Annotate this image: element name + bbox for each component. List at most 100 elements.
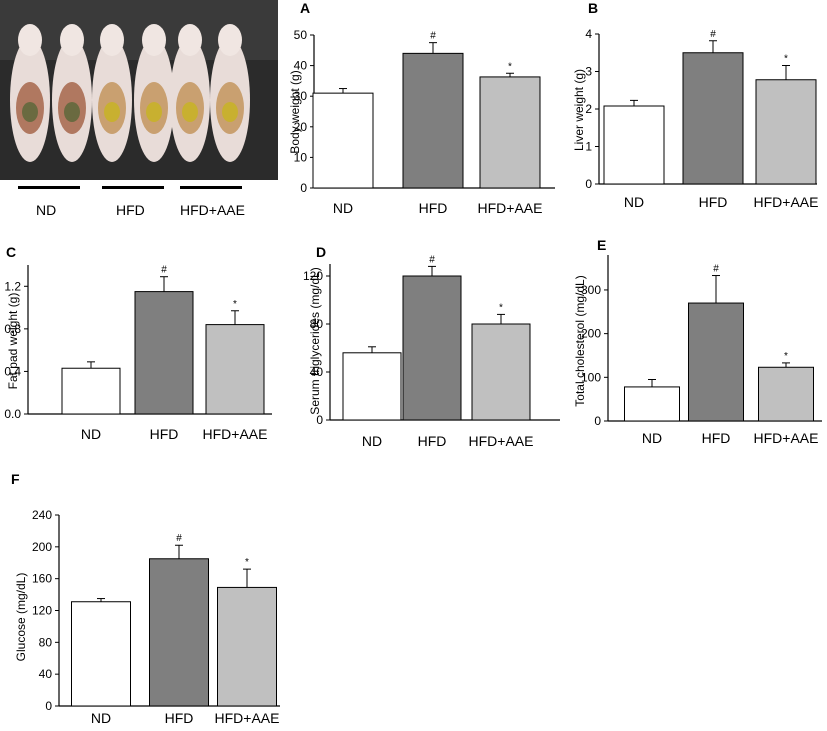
y-tick-label-d: 40 <box>310 365 324 379</box>
significance-marker-d: * <box>499 302 503 313</box>
significance-marker-b: * <box>784 54 788 65</box>
significance-marker-d: # <box>429 254 435 265</box>
group-line-nd <box>18 186 80 189</box>
y-axis-label-a: Body weight (g) <box>288 70 302 153</box>
panel-letter-e: E <box>597 237 607 253</box>
y-tick-label-a: 50 <box>294 28 308 42</box>
x-tick-label-b: HFD <box>699 194 728 210</box>
significance-marker-c: * <box>233 299 237 310</box>
y-tick-label-c: 1.2 <box>4 279 21 293</box>
x-tick-label-a: ND <box>333 200 353 216</box>
y-tick-label-c: 0.4 <box>4 364 21 378</box>
x-tick-label-a: HFD+AAE <box>478 200 543 216</box>
group-line-hfd-aae <box>180 186 242 189</box>
mouse-head <box>218 24 242 56</box>
significance-marker-a: * <box>508 61 512 72</box>
bar-b-nd <box>603 105 665 185</box>
significance-marker-c: # <box>161 265 167 276</box>
mouse-fat <box>146 102 162 122</box>
x-tick-label-d: HFD <box>418 433 447 449</box>
y-tick-label-b: 3 <box>585 65 592 79</box>
y-tick-label-a: 20 <box>294 120 308 134</box>
y-tick-label-d: 120 <box>303 269 323 283</box>
x-tick-label-d: HFD+AAE <box>469 433 534 449</box>
y-tick-label-c: 0.0 <box>4 407 21 421</box>
y-axis-label-c: Fat pad weight (g) <box>6 293 20 390</box>
x-tick-label-e: HFD <box>702 430 731 446</box>
significance-marker-f: # <box>176 533 182 544</box>
y-tick-label-a: 30 <box>294 89 308 103</box>
photo-label-hfd: HFD <box>116 202 145 218</box>
y-axis-label-e: Total cholesterol (mg/dL) <box>573 275 587 406</box>
panel-letter-c: C <box>6 244 17 260</box>
y-tick-label-e: 0 <box>594 414 601 428</box>
significance-marker-e: # <box>713 264 719 275</box>
y-tick-label-f: 80 <box>39 635 53 649</box>
significance-marker-a: # <box>430 31 436 42</box>
mice-photo <box>0 0 278 180</box>
x-tick-label-d: ND <box>362 433 382 449</box>
bar-f-nd <box>71 601 131 707</box>
y-tick-label-f: 0 <box>45 699 52 713</box>
y-tick-label-b: 4 <box>585 27 592 41</box>
bar-f-hfd <box>149 558 209 707</box>
significance-marker-f: * <box>245 557 249 568</box>
y-tick-label-c: 0.8 <box>4 322 21 336</box>
y-tick-label-a: 0 <box>300 181 307 195</box>
photo-label-hfd-aae: HFD+AAE <box>180 202 245 218</box>
bar-c-hfd <box>134 291 194 415</box>
y-tick-label-b: 1 <box>585 140 592 154</box>
bar-c-nd <box>61 367 121 415</box>
bar-c-hfd-aae <box>205 324 265 415</box>
mouse-head <box>142 24 166 56</box>
panel-letter-b: B <box>588 0 599 16</box>
bar-a-hfd-aae <box>479 76 541 189</box>
y-tick-label-b: 2 <box>585 102 592 116</box>
y-tick-label-d: 80 <box>310 317 324 331</box>
photo-label-nd: ND <box>36 202 57 218</box>
x-tick-label-e: HFD+AAE <box>754 430 819 446</box>
group-line-hfd <box>102 186 164 189</box>
y-tick-label-e: 300 <box>581 283 601 297</box>
mouse-head <box>60 24 84 56</box>
y-axis-label-f: Glucose (mg/dL) <box>14 573 28 662</box>
y-tick-label-f: 240 <box>32 508 52 522</box>
y-tick-label-a: 40 <box>294 59 308 73</box>
significance-marker-e: * <box>784 351 788 362</box>
y-tick-label-f: 200 <box>32 540 52 554</box>
x-tick-label-f: HFD+AAE <box>215 710 280 726</box>
significance-marker-b: # <box>710 29 716 40</box>
panel-letter-f: F <box>11 471 20 487</box>
mouse-head <box>178 24 202 56</box>
bar-a-nd <box>312 92 374 189</box>
mouse-fat <box>22 102 38 122</box>
bar-d-nd <box>342 352 402 421</box>
panel-letter-d: D <box>316 244 327 260</box>
y-axis-label-d: Serum triglycerides (mg/dL) <box>308 267 322 414</box>
y-tick-label-f: 40 <box>39 667 53 681</box>
panel-letter-a: A <box>300 0 311 16</box>
bar-a-hfd <box>402 52 464 189</box>
mouse-fat <box>64 102 80 122</box>
mouse-head <box>100 24 124 56</box>
x-tick-label-f: HFD <box>165 710 194 726</box>
bar-f-hfd-aae <box>217 586 277 707</box>
mouse-fat <box>182 102 198 122</box>
bar-e-hfd <box>688 302 744 422</box>
y-tick-label-f: 160 <box>32 572 52 586</box>
x-tick-label-c: HFD+AAE <box>203 426 268 442</box>
x-tick-label-e: ND <box>642 430 662 446</box>
y-tick-label-e: 200 <box>581 327 601 341</box>
y-tick-label-b: 0 <box>585 177 592 191</box>
bar-e-nd <box>624 386 680 422</box>
x-tick-label-b: ND <box>624 194 644 210</box>
x-tick-label-c: ND <box>81 426 101 442</box>
bar-d-hfd-aae <box>471 323 531 421</box>
x-tick-label-f: ND <box>91 710 111 726</box>
x-tick-label-b: HFD+AAE <box>754 194 819 210</box>
bar-d-hfd <box>402 275 462 421</box>
y-tick-label-d: 0 <box>316 413 323 427</box>
y-tick-label-f: 120 <box>32 604 52 618</box>
mouse-fat <box>222 102 238 122</box>
mouse-head <box>18 24 42 56</box>
